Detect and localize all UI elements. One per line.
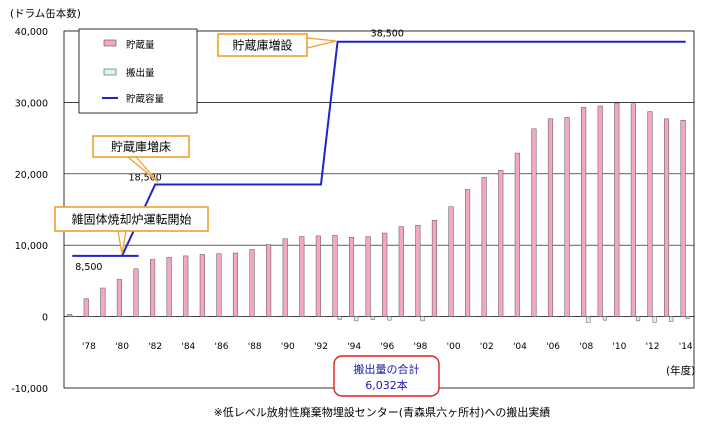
bar-storage [216,253,222,317]
legend-label-storage: 貯蔵量 [126,39,155,51]
footnote: ※低レベル放射性廃棄物埋設センター(青森県六ヶ所村)への搬出実績 [214,405,551,419]
x-axis-label: (年度) [666,364,695,377]
bar-storage [249,249,255,317]
bar-storage [465,189,471,317]
bar-shipped [337,316,342,320]
total-shipped-box: 搬出量の合計 6,032本 [333,355,440,397]
bar-storage [614,102,620,317]
bar-storage [481,177,487,317]
bar-storage [116,279,122,317]
bar-storage [166,257,172,317]
bar-storage [282,238,288,317]
x-tick-label: '12 [646,342,660,352]
x-tick-label: '86 [215,342,229,352]
bar-shipped [586,316,591,323]
bar-shipped [602,316,607,321]
legend-label-capacity: 貯蔵容量 [126,93,165,105]
y-tick-label: 0 [42,313,48,324]
bar-storage [365,236,371,317]
x-tick-label: '04 [513,342,527,352]
bar-storage [531,128,537,317]
y-tick-label: -10,000 [11,384,48,395]
data-label-capacity: 38,500 [371,29,404,40]
x-tick-label: '92 [314,342,328,352]
data-label-capacity: 18,500 [129,173,162,184]
bar-storage [398,226,404,317]
annotation-box [92,135,190,158]
data-label-capacity: 8,500 [75,262,102,273]
bar-storage [199,254,205,317]
bar-shipped [636,316,641,322]
x-tick-label: '80 [115,342,129,352]
bar-shipped [370,316,375,320]
bar-storage [332,234,338,317]
bar-storage [498,169,504,317]
bar-storage [514,152,520,317]
total-shipped-value: 6,032本 [365,378,408,392]
x-tick-label: '14 [679,342,693,352]
y-unit-label: (ドラム缶本数) [10,7,81,20]
annotation-pointer [306,37,337,49]
annotation-text: 雑固体焼却炉運転開始 [71,212,191,227]
bar-storage [431,219,437,317]
x-tick-label: '84 [181,342,195,352]
annotation-text: 貯蔵庫増設 [232,38,292,53]
line-capacity [72,40,686,257]
x-tick-label: '08 [579,342,593,352]
bar-storage [348,237,355,317]
bar-shipped [685,316,690,319]
annotation-text: 貯蔵庫増床 [111,140,171,154]
x-tick-label: '78 [82,342,96,352]
bar-shipped [387,316,392,321]
legend-label-shipped: 搬出量 [126,67,155,79]
x-tick-label: '96 [380,342,394,352]
annotation-box [54,206,209,232]
x-tick-label: '88 [248,342,262,352]
bar-storage [382,232,388,317]
x-tick-label: '06 [546,342,560,352]
bar-shipped [420,316,425,322]
bar-storage [680,120,686,317]
bar-storage [547,118,554,317]
bar-storage [647,111,653,317]
bar-shipped [669,316,674,322]
y-tick-label: 30,000 [15,98,48,109]
bar-storage [183,255,189,317]
bar-storage [448,206,454,317]
bar-shipped [652,316,657,323]
bar-storage [299,236,305,317]
bar-storage [150,259,156,317]
bar-storage [630,103,636,317]
bar-storage [415,224,421,317]
bar-storage [266,244,272,317]
annotation-box [217,33,308,57]
x-tick-label: '98 [413,342,427,352]
x-tick-label: '00 [447,342,461,352]
bar-storage [597,105,603,317]
y-tick-label: 40,000 [15,27,48,38]
bar-storage [133,268,139,317]
bar-storage [564,117,570,317]
x-tick-label: '02 [480,342,494,352]
bar-shipped [354,316,359,322]
y-tick-label: 20,000 [15,170,48,181]
legend-swatch-shipped [103,68,117,76]
x-tick-label: '10 [612,342,626,352]
bar-storage [315,235,321,317]
bar-storage [100,287,106,317]
x-tick-label: '90 [281,342,295,352]
legend: 貯蔵量 搬出量 貯蔵容量 [78,28,198,114]
bar-storage [67,314,73,317]
bar-storage [83,298,89,317]
y-tick-label: 10,000 [15,241,48,252]
bar-storage [581,107,587,317]
x-tick-label: '82 [148,342,162,352]
legend-swatch-storage [103,39,117,47]
bar-storage [663,118,670,317]
bar-storage [232,252,239,317]
total-shipped-title: 搬出量の合計 [354,362,420,376]
x-tick-label: '94 [347,342,361,352]
